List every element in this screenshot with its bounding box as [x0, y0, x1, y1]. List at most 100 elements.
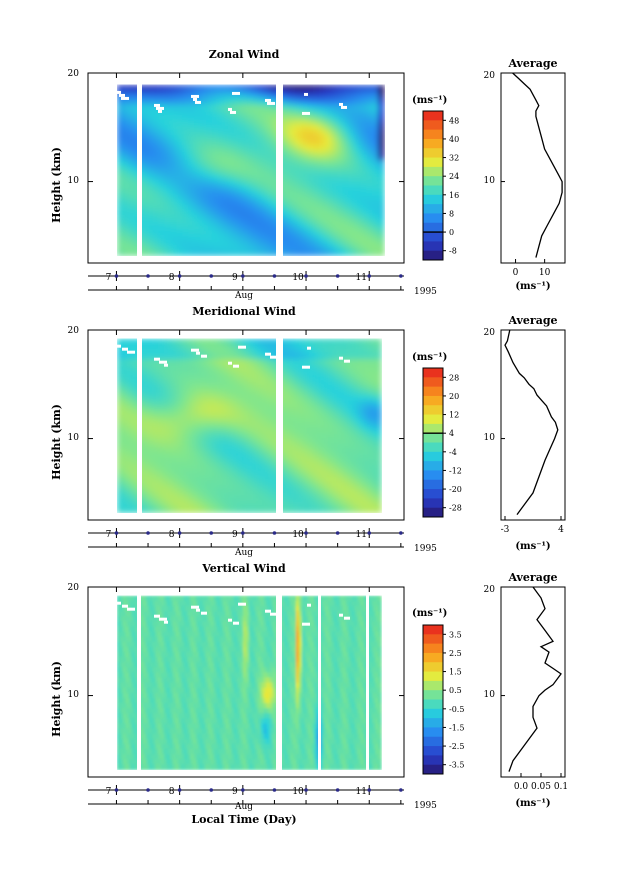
field-cell [240, 369, 247, 376]
field-cell [205, 369, 212, 376]
field-cell [211, 250, 219, 256]
field-cell [158, 641, 162, 648]
field-cell [240, 502, 247, 508]
field-cell [312, 84, 320, 91]
field-cell [237, 718, 241, 725]
field-cell [300, 200, 308, 206]
colorbar-segment [423, 405, 443, 415]
field-cell [152, 631, 156, 638]
field-cell [372, 240, 379, 246]
field-cell [140, 672, 144, 679]
field-cell [122, 338, 130, 345]
field-cell [312, 200, 320, 206]
field-cell [246, 743, 250, 750]
field-cell [140, 430, 147, 437]
field-cell [348, 89, 355, 96]
field-cell [223, 180, 231, 186]
field-cell [125, 595, 130, 602]
field-cell [161, 677, 165, 684]
field-cell [259, 155, 266, 161]
field-cell [158, 348, 165, 355]
field-cell [163, 466, 171, 473]
field-cell [223, 230, 231, 236]
field-cell [205, 702, 209, 709]
field-cell [289, 215, 296, 221]
field-cell [254, 631, 259, 638]
field-cell [243, 611, 247, 617]
field-cell [140, 605, 144, 612]
field-cell [194, 110, 201, 116]
field-cell [372, 230, 379, 236]
field-cell [222, 611, 227, 617]
field-cell [181, 718, 186, 725]
field-cell [251, 611, 256, 617]
field-cell [158, 733, 162, 740]
field-cell [265, 210, 272, 216]
field-cell [310, 410, 318, 416]
field-cell [143, 657, 147, 663]
field-cell [158, 84, 166, 91]
field-cell [334, 374, 341, 381]
field-cell [163, 430, 171, 437]
field-cell [181, 636, 186, 643]
field-cell [175, 497, 183, 503]
field-cell [163, 595, 168, 602]
field-cell [211, 225, 219, 231]
field-cell [122, 651, 127, 658]
field-cell [316, 384, 323, 391]
month-label: Aug [234, 548, 253, 558]
data-gap [137, 80, 142, 260]
field-cell [146, 486, 153, 493]
field-cell [281, 343, 288, 350]
field-cell [128, 190, 136, 196]
field-cell [257, 425, 265, 432]
field-cell [293, 425, 300, 432]
field-cell [310, 348, 318, 355]
field-cell [219, 667, 224, 673]
field-cell [240, 748, 244, 755]
field-cell [283, 94, 290, 101]
field-cell [223, 170, 231, 176]
field-cell [229, 180, 237, 186]
field-cell [249, 723, 253, 730]
field-cell [117, 605, 121, 612]
field-cell [298, 425, 306, 432]
field-cell [240, 605, 244, 612]
field-cell [300, 185, 308, 191]
field-cell [324, 200, 332, 206]
field-cell [316, 379, 323, 386]
field-cell [199, 456, 206, 462]
field-cell [300, 210, 308, 216]
field-cell [265, 240, 272, 246]
field-cell [152, 94, 160, 101]
field-cell [263, 343, 271, 350]
field-cell [176, 220, 183, 226]
field-cell [357, 486, 364, 493]
field-cell [271, 220, 278, 226]
missing-data [270, 355, 278, 359]
field-cell [176, 145, 183, 151]
field-cell [351, 507, 359, 513]
field-cell [310, 420, 318, 427]
field-cell [125, 657, 130, 663]
field-cell [271, 125, 278, 131]
colorbar-unit: (ms⁻¹) [412, 352, 447, 363]
field-cell [155, 743, 159, 750]
field-cell [213, 662, 218, 668]
field-cell [184, 605, 188, 612]
field-cell [196, 738, 200, 745]
field-cell [228, 600, 232, 607]
field-cell [200, 210, 207, 216]
field-cell [166, 646, 171, 653]
field-cell [184, 718, 188, 725]
field-cell [360, 89, 367, 96]
field-cell [152, 497, 159, 503]
field-cell [345, 348, 353, 355]
field-cell [140, 400, 147, 406]
field-cell [152, 120, 160, 126]
field-cell [152, 135, 160, 141]
field-cell [205, 461, 212, 468]
field-cell [357, 507, 364, 513]
field-cell [158, 491, 165, 498]
field-cell [143, 621, 147, 627]
